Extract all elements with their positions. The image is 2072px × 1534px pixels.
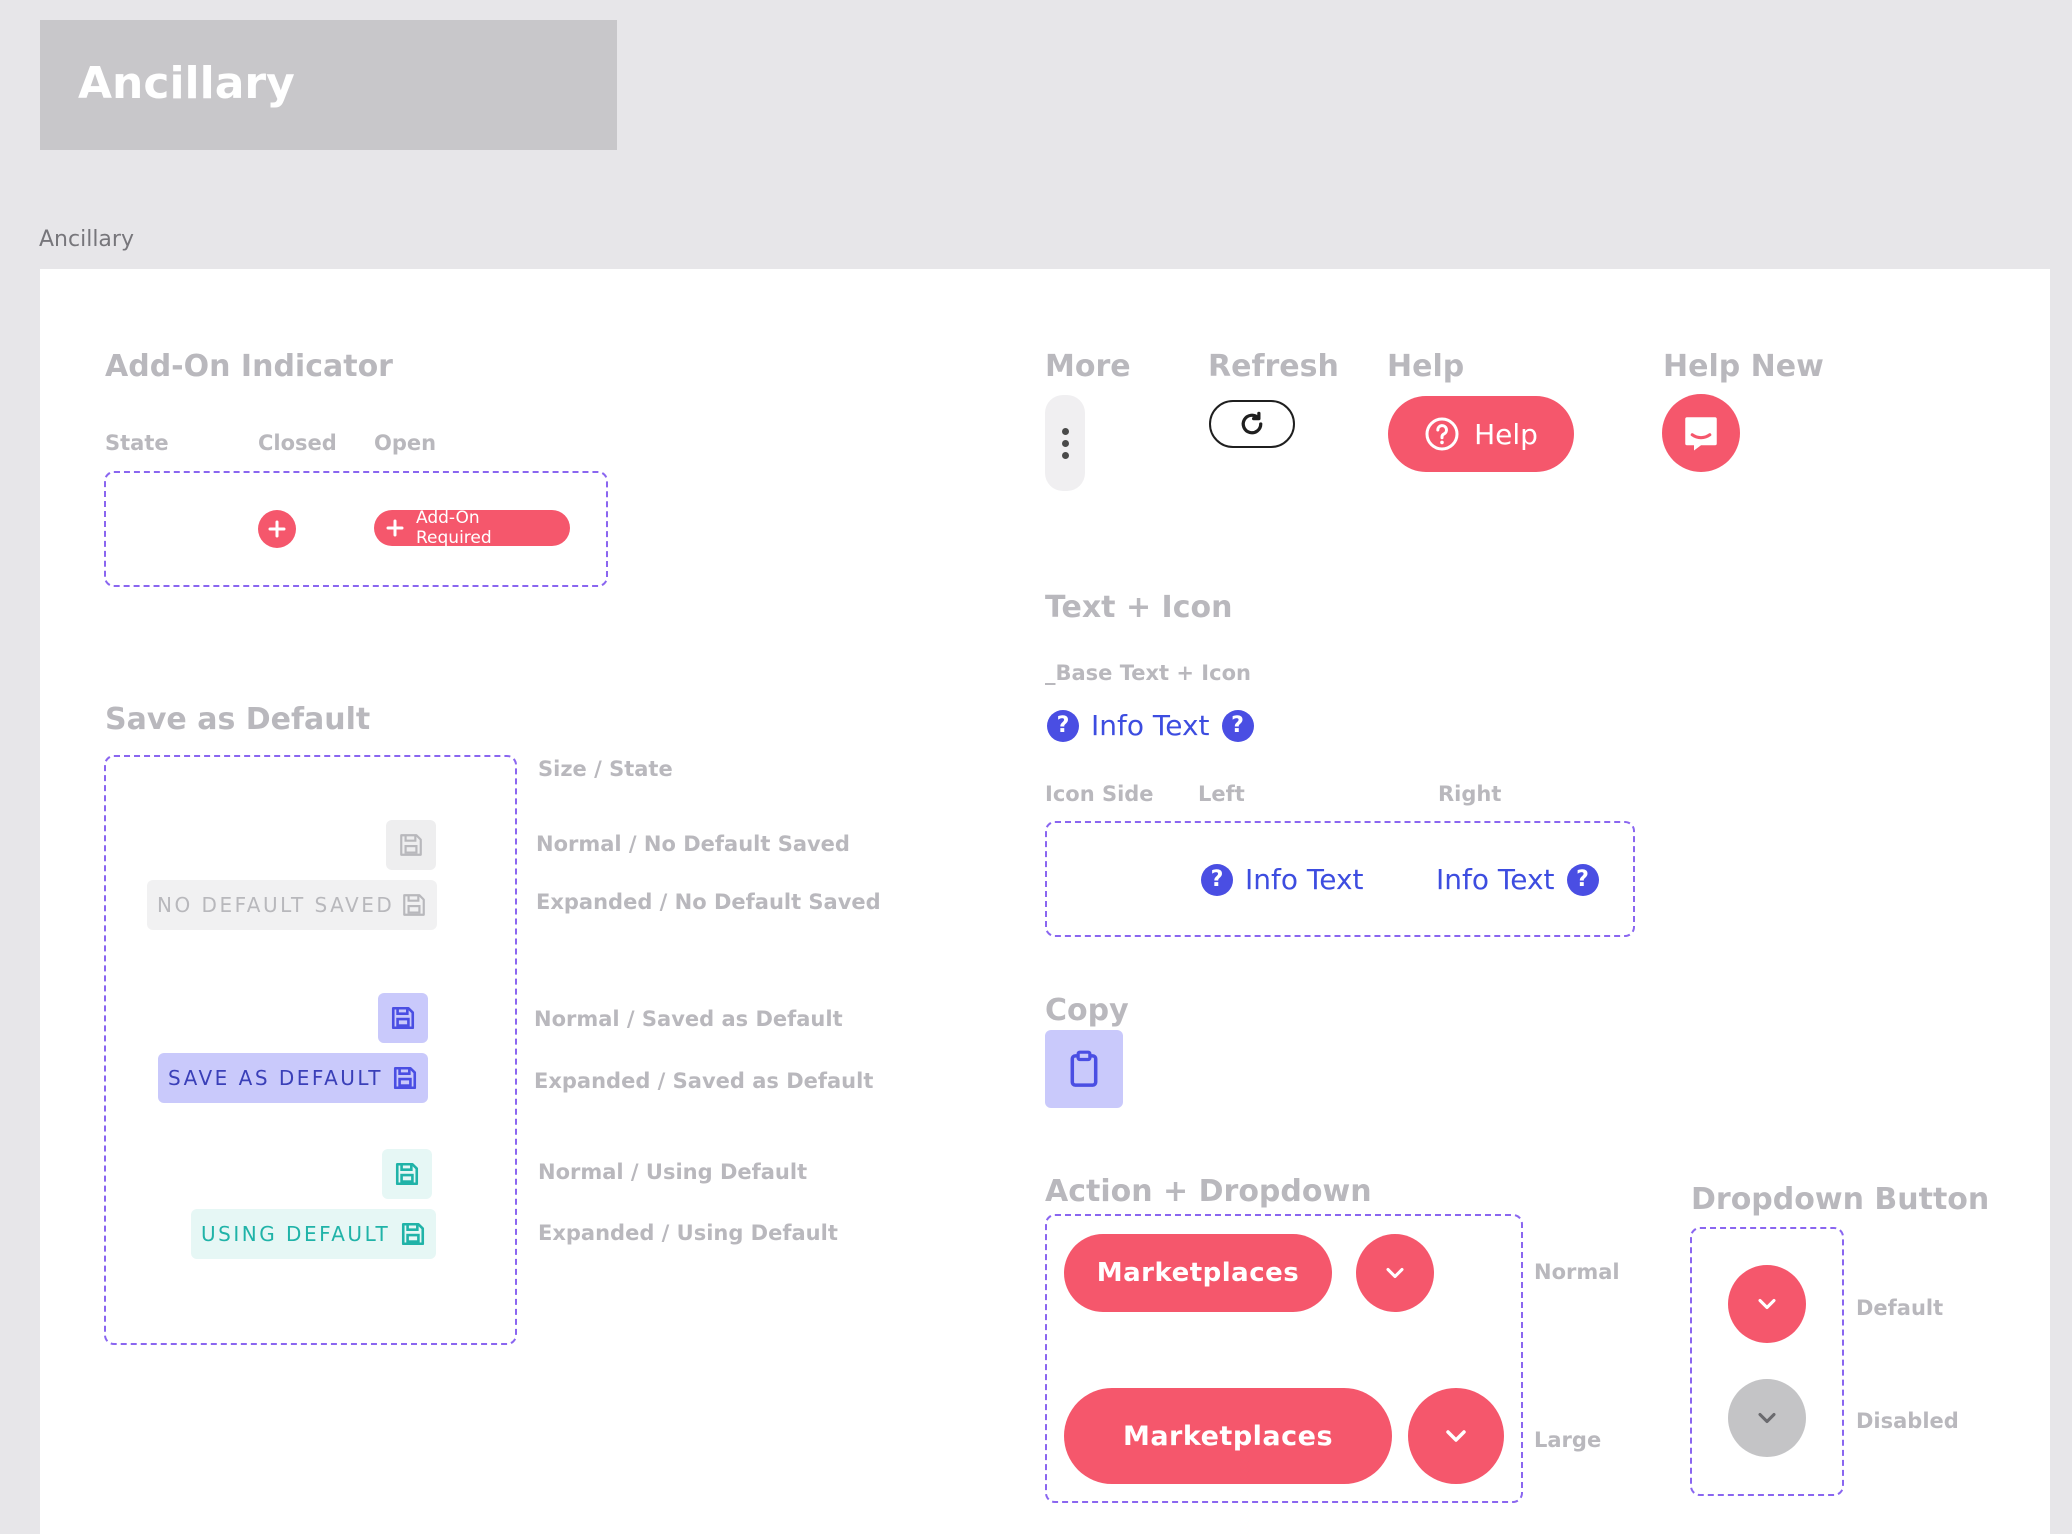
- text-icon-base-label: _Base Text + Icon: [1045, 661, 1251, 685]
- question-icon: ?: [1566, 863, 1599, 896]
- save-expanded-saved[interactable]: SAVE AS DEFAULT: [158, 1053, 428, 1103]
- chevron-down-icon: [1446, 1430, 1466, 1442]
- dropdown-button-default-label: Default: [1856, 1296, 1944, 1320]
- save-row-label: Normal / Using Default: [538, 1160, 808, 1184]
- addon-col-closed: Closed: [258, 431, 337, 455]
- question-icon: ?: [1201, 863, 1233, 896]
- dropdown-button-frame: [1690, 1227, 1844, 1496]
- help-button-label: Help: [1474, 417, 1538, 451]
- addon-frame: [104, 471, 608, 587]
- save-row-label: Normal / No Default Saved: [536, 832, 850, 856]
- save-normal-saved[interactable]: [378, 993, 428, 1043]
- help-section-title: Help: [1387, 349, 1465, 384]
- base-info-text[interactable]: ? Info Text ?: [1047, 709, 1254, 742]
- floppy-disk-icon: [393, 1066, 417, 1090]
- more-section-title: More: [1045, 349, 1131, 384]
- dropdown-button-default[interactable]: [1728, 1265, 1806, 1343]
- chevron-down-icon: [1758, 1298, 1776, 1310]
- floppy-disk-icon: [395, 1162, 419, 1186]
- dropdown-button-disabled-label: Disabled: [1856, 1409, 1959, 1433]
- dropdown-button-disabled: [1728, 1379, 1806, 1457]
- info-text-right-label: Info Text: [1436, 863, 1555, 896]
- addon-closed-button[interactable]: [258, 510, 296, 548]
- base-info-label: Info Text: [1091, 709, 1210, 742]
- save-default-frame: [104, 755, 517, 1345]
- addon-col-state: State: [105, 431, 169, 455]
- save-expanded-label: NO DEFAULT SAVED: [157, 893, 395, 917]
- save-normal-no-default[interactable]: [386, 820, 436, 870]
- refresh-icon: [1241, 411, 1263, 435]
- save-default-col-header: Size / State: [538, 757, 673, 781]
- kebab-dot: [1061, 451, 1069, 459]
- refresh-section-title: Refresh: [1208, 349, 1339, 384]
- question-icon: ?: [1047, 709, 1079, 742]
- action-dropdown-large-label: Large: [1534, 1428, 1602, 1452]
- plus-icon: [268, 520, 286, 538]
- icon-side-frame: [1045, 821, 1635, 937]
- dropdown-button-section-title: Dropdown Button: [1691, 1182, 1990, 1217]
- chevron-down-icon: [1386, 1267, 1404, 1279]
- page-title: Ancillary: [78, 58, 295, 109]
- action-dropdown-normal-label: Normal: [1534, 1260, 1620, 1284]
- dropdown-toggle-large[interactable]: [1408, 1388, 1504, 1484]
- help-circle-icon: [1425, 417, 1459, 451]
- help-button[interactable]: Help: [1388, 396, 1574, 472]
- marketplaces-button-large[interactable]: Marketplaces: [1064, 1388, 1392, 1484]
- chevron-down-icon: [1758, 1412, 1776, 1424]
- info-text-right[interactable]: Info Text ?: [1436, 863, 1599, 896]
- marketplaces-button-normal[interactable]: Marketplaces: [1064, 1234, 1332, 1312]
- floppy-disk-icon: [391, 1006, 415, 1030]
- floppy-disk-icon: [403, 894, 425, 916]
- help-new-button[interactable]: [1662, 394, 1740, 472]
- save-default-section-title: Save as Default: [105, 702, 371, 737]
- plus-icon: [386, 519, 404, 537]
- floppy-disk-icon: [400, 834, 422, 856]
- save-normal-using[interactable]: [382, 1149, 432, 1199]
- save-row-label: Expanded / Using Default: [538, 1221, 838, 1245]
- info-text-left-label: Info Text: [1245, 863, 1364, 896]
- addon-open-button[interactable]: Add-On Required: [374, 508, 570, 548]
- save-expanded-no-default[interactable]: NO DEFAULT SAVED: [147, 880, 437, 930]
- page-header: Ancillary: [40, 20, 617, 150]
- kebab-dot: [1061, 427, 1069, 435]
- dropdown-toggle-normal[interactable]: [1356, 1234, 1434, 1312]
- save-expanded-label: USING DEFAULT: [201, 1222, 391, 1246]
- refresh-button[interactable]: [1209, 400, 1295, 448]
- icon-side-col: Icon Side: [1045, 782, 1154, 806]
- copy-section-title: Copy: [1045, 993, 1129, 1028]
- floppy-disk-icon: [401, 1222, 425, 1246]
- text-icon-section-title: Text + Icon: [1045, 590, 1233, 625]
- save-row-label: Normal / Saved as Default: [534, 1007, 843, 1031]
- save-row-label: Expanded / Saved as Default: [534, 1069, 874, 1093]
- addon-col-open: Open: [374, 431, 437, 455]
- icon-side-right-col: Right: [1438, 782, 1502, 806]
- kebab-dot: [1061, 439, 1069, 447]
- save-expanded-label: SAVE AS DEFAULT: [168, 1066, 384, 1090]
- save-expanded-using[interactable]: USING DEFAULT: [191, 1209, 436, 1259]
- addon-section-title: Add-On Indicator: [105, 349, 393, 384]
- save-row-label: Expanded / No Default Saved: [536, 890, 881, 914]
- addon-open-label: Add-On Required: [416, 508, 492, 548]
- more-button[interactable]: [1045, 395, 1085, 491]
- copy-button[interactable]: [1045, 1030, 1123, 1108]
- clipboard-icon: [1070, 1050, 1098, 1087]
- icon-side-left-col: Left: [1198, 782, 1245, 806]
- question-icon: ?: [1221, 709, 1254, 742]
- help-new-section-title: Help New: [1663, 349, 1824, 384]
- action-dropdown-section-title: Action + Dropdown: [1045, 1174, 1372, 1209]
- frame-label: Ancillary: [39, 227, 134, 252]
- chat-bubble-icon: [1685, 417, 1717, 451]
- action-dropdown-frame: [1045, 1214, 1523, 1503]
- info-text-left[interactable]: ? Info Text: [1201, 863, 1364, 896]
